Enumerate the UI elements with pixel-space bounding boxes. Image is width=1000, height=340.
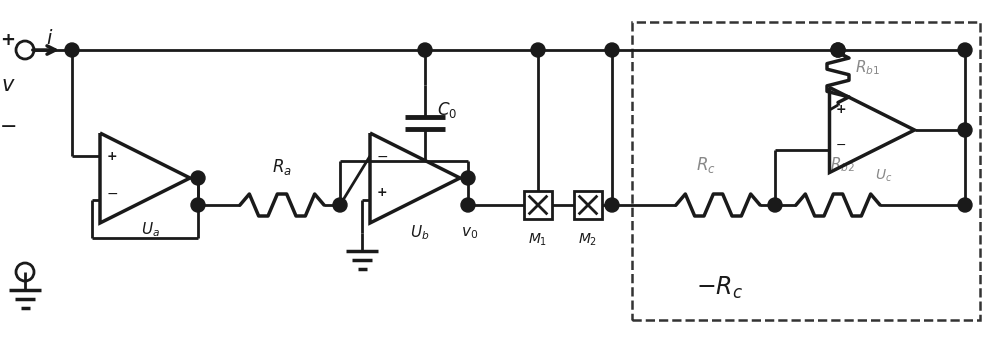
Text: +: + xyxy=(0,31,16,49)
Text: $-$: $-$ xyxy=(376,149,388,163)
Circle shape xyxy=(605,198,619,212)
Bar xyxy=(524,191,552,219)
Text: $C_0$: $C_0$ xyxy=(437,101,457,120)
Text: $M_1$: $M_1$ xyxy=(528,232,548,248)
Circle shape xyxy=(418,43,432,57)
Text: $R_a$: $R_a$ xyxy=(272,157,292,177)
Text: $R_c$: $R_c$ xyxy=(696,155,716,175)
Text: $v$: $v$ xyxy=(1,75,15,95)
Text: $i$: $i$ xyxy=(46,29,54,48)
Circle shape xyxy=(531,43,545,57)
Circle shape xyxy=(333,198,347,212)
Bar xyxy=(574,191,602,219)
Text: $R_{b1}$: $R_{b1}$ xyxy=(855,58,881,77)
Circle shape xyxy=(191,198,205,212)
Text: $U_a$: $U_a$ xyxy=(141,221,159,239)
Circle shape xyxy=(65,43,79,57)
Text: $-$: $-$ xyxy=(0,115,17,135)
Circle shape xyxy=(461,171,475,185)
Circle shape xyxy=(958,43,972,57)
Text: +: + xyxy=(835,103,846,117)
Circle shape xyxy=(191,171,205,185)
Text: $R_{b2}$: $R_{b2}$ xyxy=(830,156,856,174)
Bar xyxy=(632,22,980,320)
Circle shape xyxy=(605,43,619,57)
Text: $-R_c$: $-R_c$ xyxy=(696,275,744,301)
Circle shape xyxy=(958,123,972,137)
Text: $-$: $-$ xyxy=(106,186,118,200)
Circle shape xyxy=(768,198,782,212)
Circle shape xyxy=(958,198,972,212)
Text: +: + xyxy=(107,150,117,163)
Circle shape xyxy=(461,198,475,212)
Circle shape xyxy=(831,43,845,57)
Text: $M_2$: $M_2$ xyxy=(578,232,598,248)
Text: $U_c$: $U_c$ xyxy=(875,168,893,184)
Text: +: + xyxy=(377,187,387,200)
Text: $-$: $-$ xyxy=(835,137,846,151)
Text: $v_0$: $v_0$ xyxy=(461,225,479,241)
Circle shape xyxy=(831,43,845,57)
Text: $U_b$: $U_b$ xyxy=(410,224,430,242)
